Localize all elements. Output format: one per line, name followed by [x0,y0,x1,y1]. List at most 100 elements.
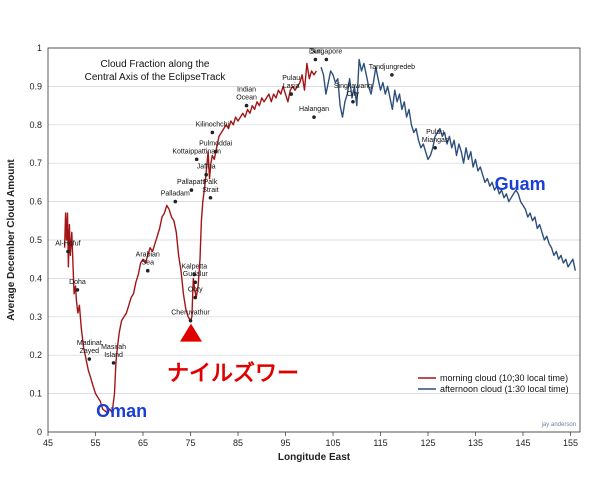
annotation-dot-3 [111,361,116,365]
annotation-label-7: Kottaippattinam [172,148,221,155]
annotation-label-10: Jaffna [197,164,216,171]
annotation-line: Singapore [310,49,342,56]
annotation-line: Pulmoddai [199,141,233,148]
annotation-line: Pulau [426,129,444,136]
annotation-label-2: Madinat Zayed [77,340,102,355]
legend-label-morning: morning cloud (10;30 local time) [440,373,568,383]
annotation-label-15: Cheruvathur [171,310,210,317]
x-axis-ticks: 45 55 65 75 85 95 105 115 125 135 145 155 [43,432,578,448]
annotation-dot-7 [194,157,199,162]
annotation-line: Doha [69,279,86,286]
annotation-label-5: Palladam [161,191,190,198]
x-tick-label: 95 [280,438,290,448]
annotation-dot-8 [210,130,215,135]
annotation-dot-20 [324,57,329,62]
annotation-line: Al-Hofuf [55,241,80,248]
annotation-dot-11 [208,195,213,200]
annotation-line: Palladam [161,191,190,198]
annotation-label-22: Tandjungredeb [369,64,415,71]
annotation-line: Gudalur [183,271,209,278]
annotation-line: Kilinochchi [196,121,230,128]
annotation-line: Masirah [101,344,126,351]
annotation-label-23: Pulau Miangas [422,129,449,144]
annotation-dot-0 [66,249,70,254]
annotation-label-0: Al-Hofuf [55,241,80,248]
y-tick-label: 0.9 [29,81,42,91]
y-tick-label: 0.4 [29,273,42,283]
annotation-line: Palk [204,179,218,186]
annotation-line: Kottaippattinam [172,148,221,155]
annotation-dot-1 [75,288,80,292]
series-line-morning [63,62,317,414]
annotation-label-11: Palk Strait [202,179,218,194]
annotation-dot-23 [433,146,437,150]
credit-text: jay anderson [541,422,576,428]
annotation-line: Arabian [136,252,160,259]
annotation-line: Ooty [188,287,203,294]
annotation-label-4: Arabian Sea [136,252,160,267]
annotation-label-20: Singapore [310,49,342,56]
series-group [63,58,576,414]
annotation-line: City [347,91,360,98]
annotation-line: Jaffna [197,164,216,171]
annotation-line: Zayed [80,348,100,355]
annotation-dot-13 [193,280,198,285]
annotation-label-12: Kalpetta [181,264,207,271]
x-tick-label: 75 [185,438,195,448]
y-axis-label: Average December Cloud Amount [6,159,17,321]
marker-label: ナイルズワー [167,361,299,386]
annotation-line: Kalpetta [181,264,207,271]
x-axis-label: Longitude East [278,452,351,463]
annotation-dot-17 [289,92,294,96]
annotation-dot-9 [213,149,218,154]
marker-triangle [179,323,202,342]
annotation-line: Cheruvathur [171,310,210,317]
y-tick-label: 0.7 [29,158,42,168]
y-tick-label: 0.6 [29,197,42,207]
x-tick-label: 115 [373,438,387,448]
annotation-dot-16 [244,103,249,108]
annotation-label-19: Halangan [299,106,329,113]
annotation-dot-21 [351,99,355,104]
annotation-line: Ocean [236,95,257,102]
annotation-dot-19 [312,115,316,119]
annotation-label-13: Gudalur [183,271,209,278]
legend: morning cloud (10;30 local time) afterno… [418,373,569,394]
annotation-dot-2 [87,357,92,361]
legend-label-afternoon: afternoon cloud (1:30 local time) [440,384,569,394]
callout-oman: Oman [96,401,147,421]
x-tick-label: 155 [563,438,578,448]
annotation-dot-18 [313,57,318,62]
y-axis-ticks: 0 0.1 0.2 0.3 0.4 0.5 0.6 0.7 0.8 0.9 1 [29,43,42,437]
x-tick-label: 45 [43,438,53,448]
annotation-line: Pallapatti [177,179,206,186]
annotation-line: Island [104,352,123,359]
annotation-label-8: Kilinochchi [196,121,230,128]
annotation-line: Tandjungredeb [369,64,415,71]
y-tick-label: 0.2 [29,350,42,360]
annotation-dot-6 [189,188,194,192]
callout-guam: Guam [495,174,546,194]
x-tick-label: 105 [325,438,340,448]
annotation-line: Singkawang [334,83,372,90]
title-background [60,54,250,86]
annotation-dot-22 [390,73,394,77]
annotation-line: Indian [237,87,256,94]
annotation-label-3: Masirah Island [101,344,126,359]
annotation-line: Strait [202,187,218,194]
annotation-label-21: Singkawang City [334,83,372,98]
y-tick-label: 0 [37,427,42,437]
y-tick-label: 0.1 [29,389,42,399]
annotation-line: Sea [142,260,155,267]
annotation-label-17: Pulau Lasia [282,75,300,90]
annotation-label-14: Ooty [188,287,203,294]
x-tick-label: 125 [420,438,435,448]
annotation-label-18: Duri [309,49,322,56]
annotation-dot-15 [188,318,193,323]
y-tick-label: 0.8 [29,120,42,130]
annotation-line: Duri [309,49,322,56]
series-line-afternoon [320,58,576,271]
